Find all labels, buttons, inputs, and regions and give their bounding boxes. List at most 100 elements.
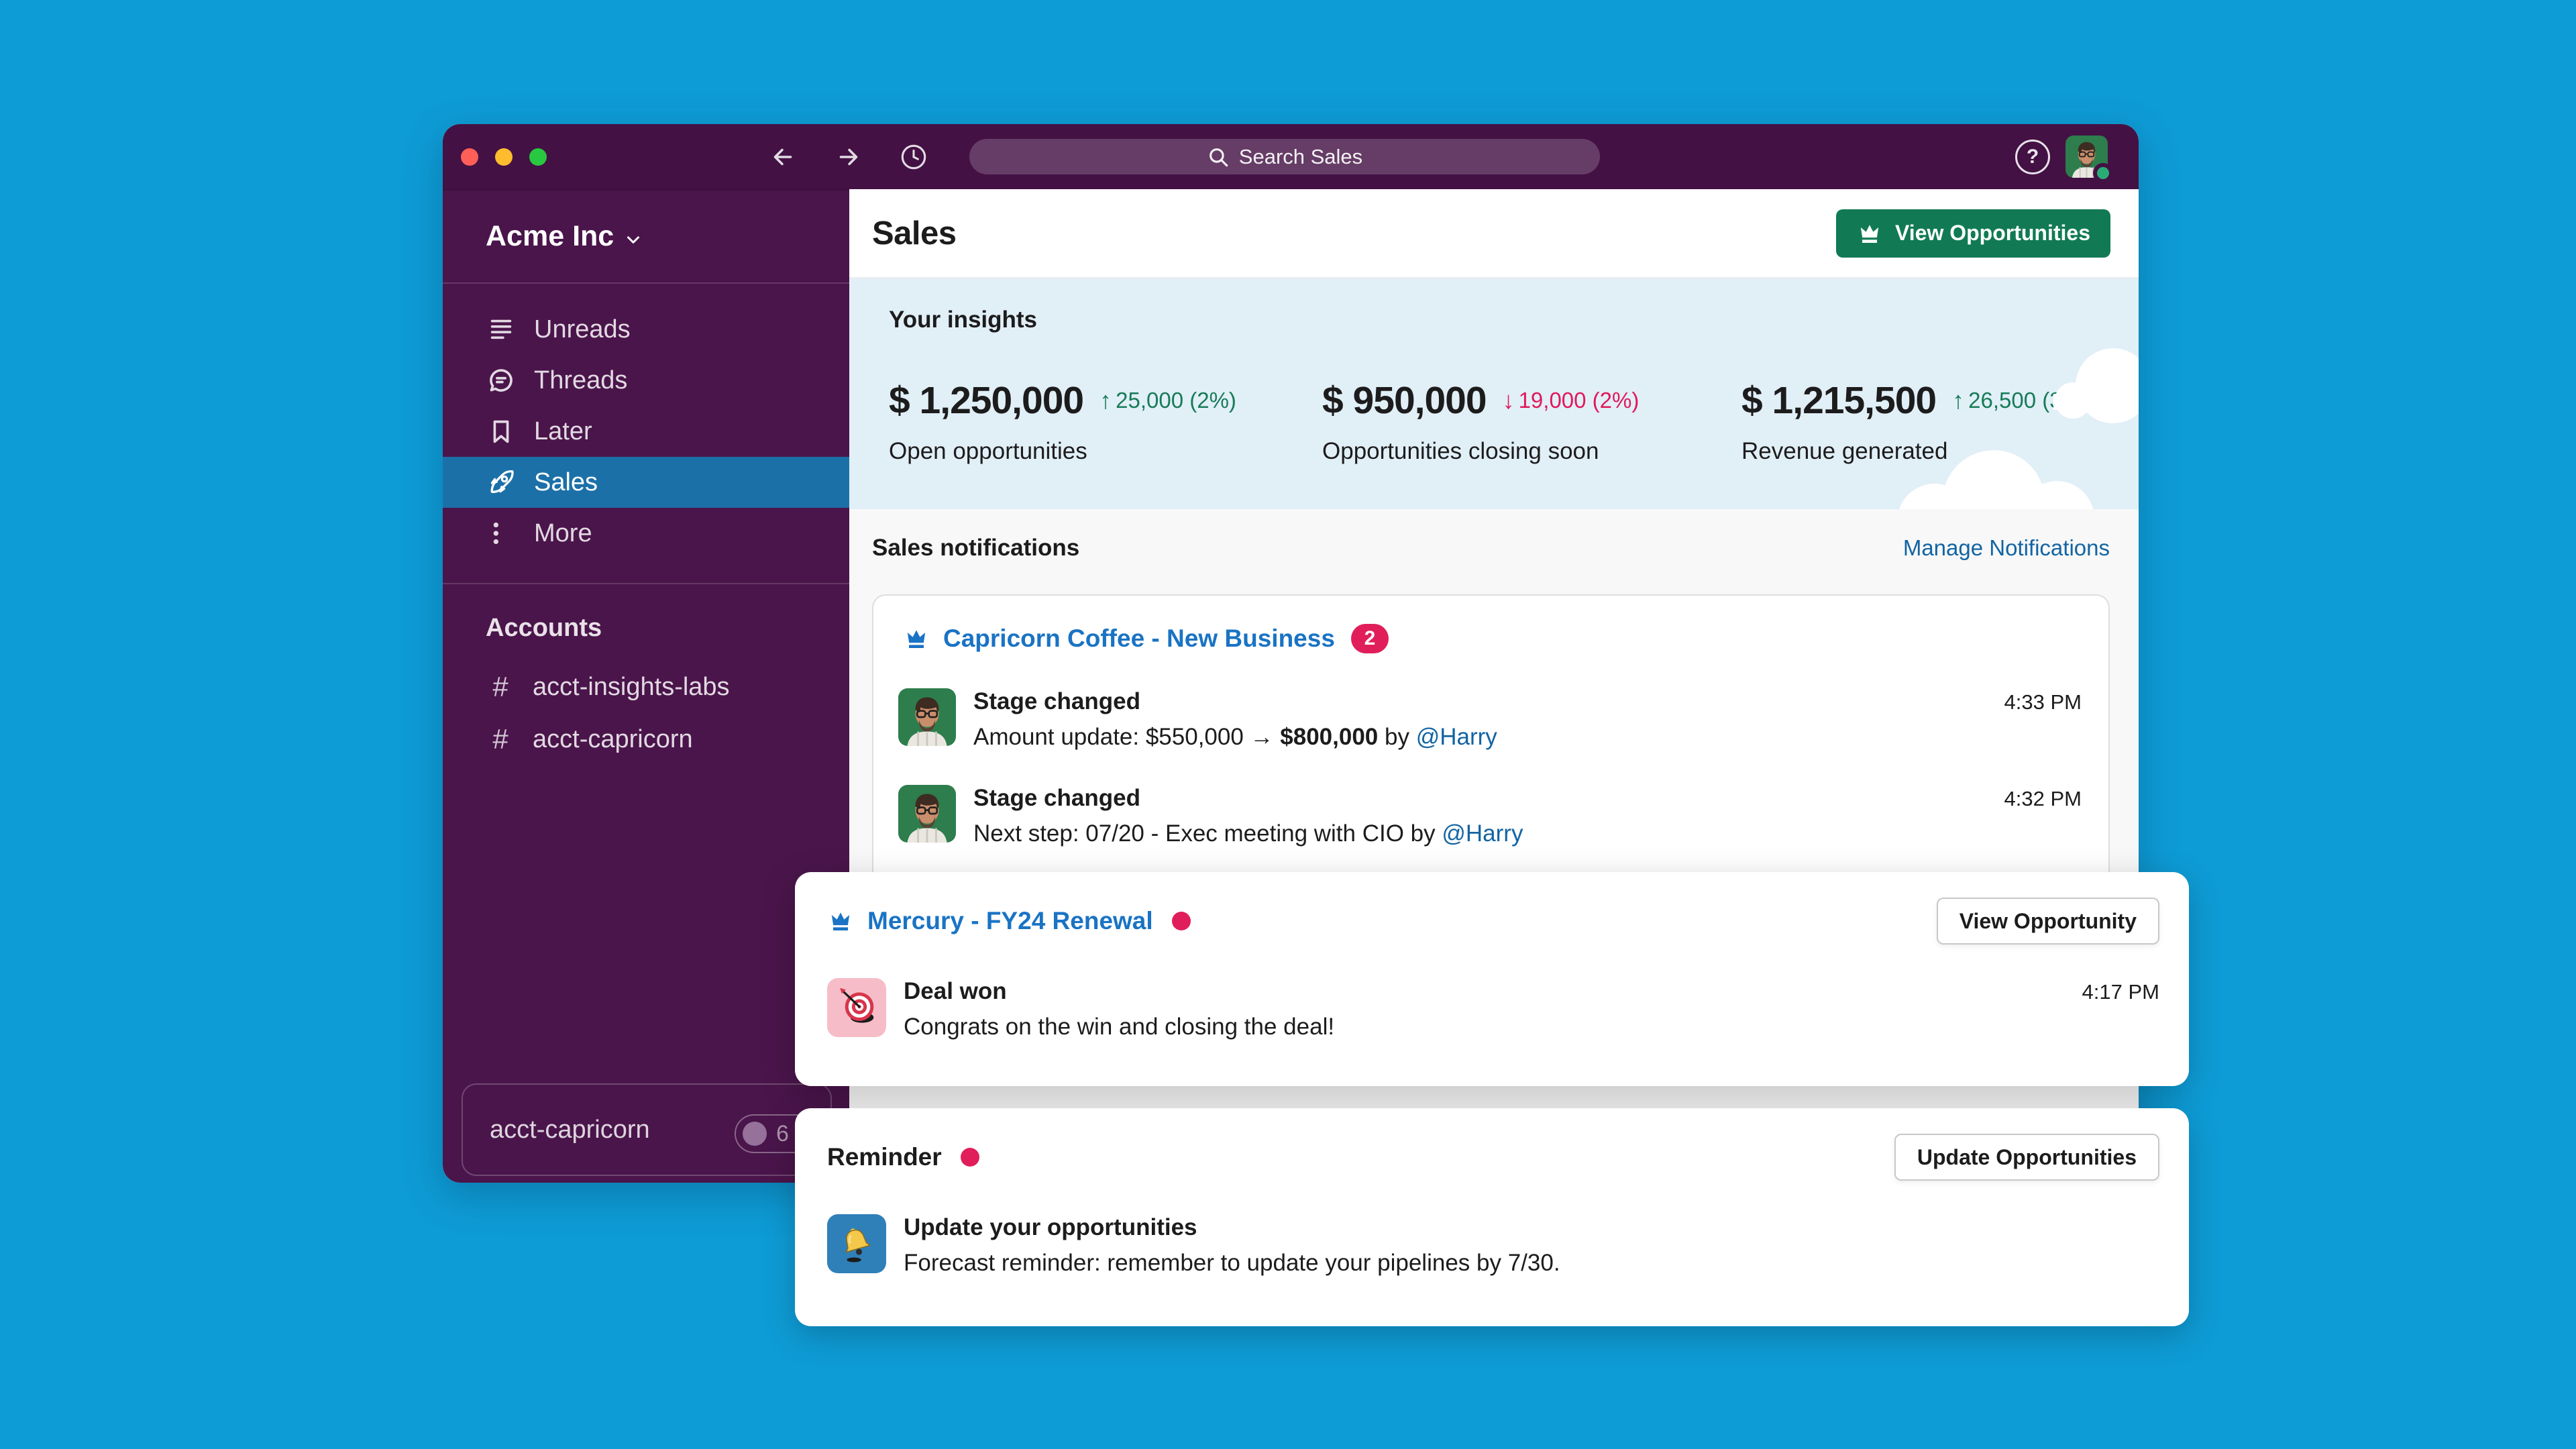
channel-acct-insights-labs[interactable]: # acct-insights-labs [443,661,849,713]
crown-icon [903,625,930,652]
unread-dot [960,1148,979,1167]
harry-avatar [898,785,956,843]
entry-timestamp: 4:17 PM [2082,980,2159,1004]
manage-notifications-link[interactable]: Manage Notifications [1902,535,2110,560]
bookmark-icon [486,416,517,447]
close-window-button[interactable] [461,148,478,166]
help-button[interactable]: ? [2015,140,2050,174]
view-opportunity-button[interactable]: View Opportunity [1936,898,2159,945]
question-icon: ? [2026,146,2039,168]
entry-body-text: Next step: 07/20 - Exec meeting with CIO… [973,820,2082,848]
dart-target-icon [827,978,886,1037]
sidebar-item-label: Threads [534,366,628,394]
entry-title: Stage changed [973,785,1140,811]
unread-dot [1171,912,1191,930]
chevron-down-icon [627,235,640,244]
entry-body-text: Forecast reminder: remember to update yo… [904,1250,1560,1276]
hash-icon: # [492,671,508,702]
entry-text-prefix: Next step: 07/20 - Exec meeting with CIO… [973,820,1442,847]
footer-badge-count: 6 [776,1120,789,1146]
notifications-section: Sales notifications Manage Notifications… [849,509,2139,1183]
sidebar-item-label: Unreads [534,315,631,343]
up-arrow-icon: ↑ [1952,386,1965,414]
user-avatar[interactable] [2065,136,2113,183]
view-opportunities-label: View Opportunities [1895,221,2090,245]
metric-label: Opportunities closing soon [1322,438,1599,464]
reminder-notification-card: Reminder Update Opportunities Update you… [795,1108,2189,1326]
channel-list: # acct-insights-labs # acct-capricorn [443,661,849,765]
sidebar-item-label: Sales [534,468,598,496]
accounts-section-label: Accounts [486,614,602,642]
more-dots-icon [486,518,517,549]
rocket-icon [486,467,517,498]
workspace-switcher[interactable]: Acme Inc [443,191,849,282]
sidebar-item-label: More [534,519,592,547]
search-input[interactable]: Search Sales [969,139,1600,174]
metric-delta: 25,000 (2%) [1116,388,1236,413]
crown-icon [1856,220,1883,247]
entry-title: Stage changed [973,688,1140,714]
footer-channel-name: acct-capricorn [490,1115,650,1144]
history-back-icon[interactable] [767,142,798,172]
metric-value: $ 950,000 [1322,379,1487,422]
entry-title: Update your opportunities [904,1214,1197,1240]
sidebar-item-unreads[interactable]: Unreads [443,304,849,355]
sidebar-item-sales[interactable]: Sales [443,457,849,508]
notification-entry: Deal won 4:17 PM Congrats on the win and… [827,978,2159,1041]
crown-icon [827,908,854,934]
sidebar: Acme Inc Unreads Threads [443,189,849,1183]
page-title: Sales [872,215,957,252]
metric-delta: 19,000 (2%) [1518,388,1640,413]
sidebar-item-later[interactable]: Later [443,406,849,457]
metric-value: $ 1,215,500 [1741,379,1937,422]
minimize-window-button[interactable] [495,148,513,166]
metric-revenue-generated: $ 1,215,500 ↑ 26,500 (3%) Revenue genera… [1741,379,2089,465]
history-clock-icon[interactable] [898,142,929,172]
entry-body-text: Congrats on the win and closing the deal… [904,1014,1335,1040]
down-arrow-icon: ↓ [1502,386,1515,414]
notifications-title: Sales notifications [872,535,1080,561]
presence-active-dot [2093,163,2113,183]
update-opportunities-button[interactable]: Update Opportunities [1894,1134,2159,1181]
hash-icon: # [492,723,508,755]
notification-entry: Update your opportunities Forecast remin… [827,1214,2159,1277]
sidebar-divider [443,282,849,284]
capricorn-card-title-link[interactable]: Capricorn Coffee - New Business [943,625,1335,652]
sidebar-footer: acct-capricorn 6 [462,1083,835,1176]
workspace-name: Acme Inc [486,220,614,252]
entry-text-mid: by [1378,724,1416,750]
unreads-icon [486,314,517,345]
capricorn-notification-card: Capricorn Coffee - New Business 2 Stage … [872,594,2110,892]
notification-entry: Stage changed 4:32 PM Next step: 07/20 -… [873,785,2108,848]
sidebar-item-threads[interactable]: Threads [443,355,849,406]
view-opportunities-button[interactable]: View Opportunities [1836,209,2110,258]
history-forward-icon[interactable] [833,142,864,172]
reminder-card-title: Reminder [827,1143,942,1171]
titlebar: Search Sales ? [443,124,2139,189]
sidebar-nav: Unreads Threads Later [443,304,849,559]
metric-label: Open opportunities [889,438,1087,464]
cloud-decoration-icon [1898,348,2139,509]
channel-name: acct-insights-labs [533,672,730,701]
channel-name: acct-capricorn [533,724,693,753]
search-placeholder: Search Sales [1238,144,1363,168]
insights-panel: Your insights $ 1,250,000 ↑ 25,000 (2%) … [849,278,2139,509]
entry-text-amount: $800,000 [1280,724,1379,750]
metric-value: $ 1,250,000 [889,379,1084,422]
bell-icon [827,1214,886,1273]
entry-body-text: Amount update: $550,000 → $800,000 by @H… [973,723,2082,751]
up-arrow-icon: ↑ [1099,386,1112,414]
mention-link[interactable]: @Harry [1415,724,1497,750]
sidebar-divider [443,583,849,584]
harry-avatar [898,688,956,746]
threads-icon [486,365,517,396]
channel-acct-capricorn[interactable]: # acct-capricorn [443,713,849,765]
entry-timestamp: 4:32 PM [2004,787,2082,810]
search-icon [1209,148,1228,166]
mercury-card-title-link[interactable]: Mercury - FY24 Renewal [867,907,1153,934]
metric-label: Revenue generated [1741,438,1948,464]
maximize-window-button[interactable] [529,148,547,166]
sidebar-item-more[interactable]: More [443,508,849,559]
mention-link[interactable]: @Harry [1442,820,1523,847]
mercury-notification-card: Mercury - FY24 Renewal View Opportunity … [795,872,2189,1086]
